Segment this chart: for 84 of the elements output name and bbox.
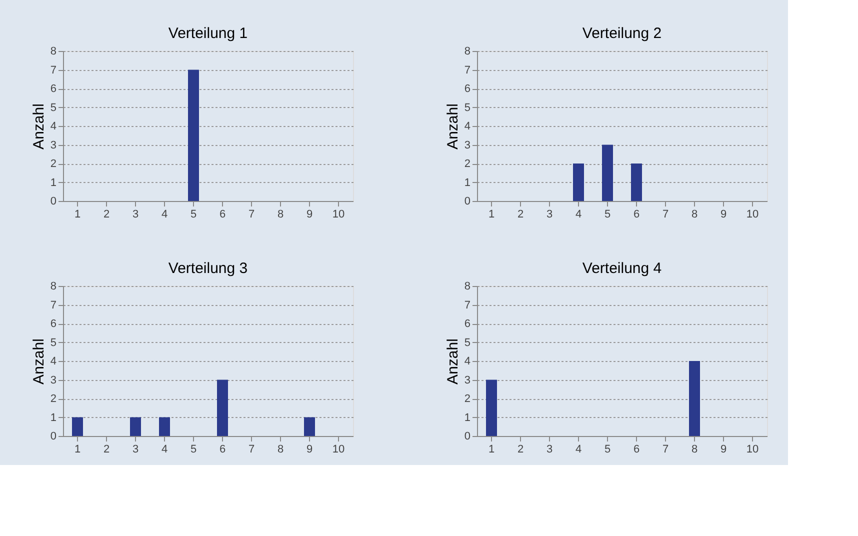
y-axis-title: Anzahl [30,104,48,150]
x-tick-label: 1 [488,444,495,456]
x-tick-label: 8 [691,444,698,456]
x-tick-label: 1 [74,444,81,456]
y-tick-label: 6 [50,83,56,95]
y-tick-label: 5 [50,336,56,349]
x-tick-label: 6 [219,208,226,220]
x-tick-label: 5 [190,444,197,456]
y-tick-label: 8 [464,46,470,58]
x-tick-label: 9 [720,208,727,220]
x-tick-label: 10 [332,444,345,456]
y-tick-label: 3 [464,139,470,152]
x-tick-label: 7 [662,208,669,220]
y-axis-title: Anzahl [444,104,462,150]
y-tick-label: 8 [464,280,470,292]
chart-title: Verteilung 1 [168,25,248,42]
y-tick-label: 8 [50,46,56,58]
chart-title: Verteilung 4 [582,260,662,277]
x-tick-label: 3 [132,444,139,456]
x-tick-label: 4 [575,444,582,456]
x-tick-label: 7 [248,444,255,456]
y-tick-label: 7 [464,64,470,76]
y-tick-label: 7 [464,299,470,312]
x-tick-label: 4 [161,444,168,456]
y-tick-label: 0 [50,430,56,442]
y-tick-label: 3 [50,374,56,386]
x-tick-label: 9 [720,444,727,456]
x-tick-label: 8 [277,444,284,456]
y-tick-label: 4 [50,120,56,132]
x-tick-label: 10 [746,208,759,220]
y-axis-title: Anzahl [30,338,48,384]
x-tick-label: 3 [546,208,553,220]
y-tick-label: 5 [50,102,56,114]
y-tick-label: 1 [464,176,470,189]
x-tick-label: 5 [190,208,197,220]
y-tick-label: 6 [50,318,56,330]
y-tick-label: 6 [464,318,470,330]
y-tick-label: 2 [464,393,470,405]
x-tick-label: 6 [633,208,640,220]
y-tick-label: 6 [464,83,470,95]
y-tick-label: 4 [50,356,56,368]
x-tick-label: 9 [306,208,313,220]
x-tick-label: 10 [746,444,759,456]
x-tick-label: 7 [248,208,255,220]
x-tick-label: 6 [633,444,640,456]
y-tick-label: 3 [464,374,470,386]
y-tick-label: 4 [464,356,470,368]
x-tick-label: 1 [74,208,81,220]
y-tick-label: 1 [50,176,56,189]
x-tick-label: 9 [306,444,313,456]
x-tick-label: 3 [132,208,139,220]
x-tick-label: 8 [277,208,284,220]
y-tick-label: 5 [464,336,470,349]
y-tick-label: 2 [50,393,56,405]
y-tick-label: 7 [50,299,56,312]
y-tick-label: 1 [50,412,56,424]
y-tick-label: 7 [50,64,56,76]
x-tick-label: 8 [691,208,698,220]
x-tick-label: 2 [517,208,524,220]
y-tick-label: 2 [50,158,56,170]
y-tick-label: 1 [464,412,470,424]
x-tick-label: 6 [219,444,226,456]
x-tick-label: 1 [488,208,495,220]
y-tick-label: 8 [50,280,56,292]
chart-title: Verteilung 3 [168,260,248,277]
x-tick-label: 2 [103,444,110,456]
x-tick-label: 2 [103,208,110,220]
y-tick-label: 4 [464,120,470,132]
y-tick-label: 5 [464,102,470,114]
y-tick-label: 2 [464,158,470,170]
x-tick-label: 4 [575,208,582,220]
x-tick-label: 3 [546,444,553,456]
y-tick-label: 0 [50,196,56,208]
x-tick-label: 7 [662,444,669,456]
y-axis-title: Anzahl [444,338,462,384]
y-tick-label: 0 [464,196,470,208]
x-tick-label: 4 [161,208,168,220]
x-tick-label: 10 [332,208,345,220]
x-tick-label: 5 [604,208,611,220]
x-tick-label: 2 [517,444,524,456]
chart-title: Verteilung 2 [582,25,662,42]
y-tick-label: 0 [464,430,470,442]
y-tick-label: 3 [50,139,56,152]
x-tick-label: 5 [604,444,611,456]
